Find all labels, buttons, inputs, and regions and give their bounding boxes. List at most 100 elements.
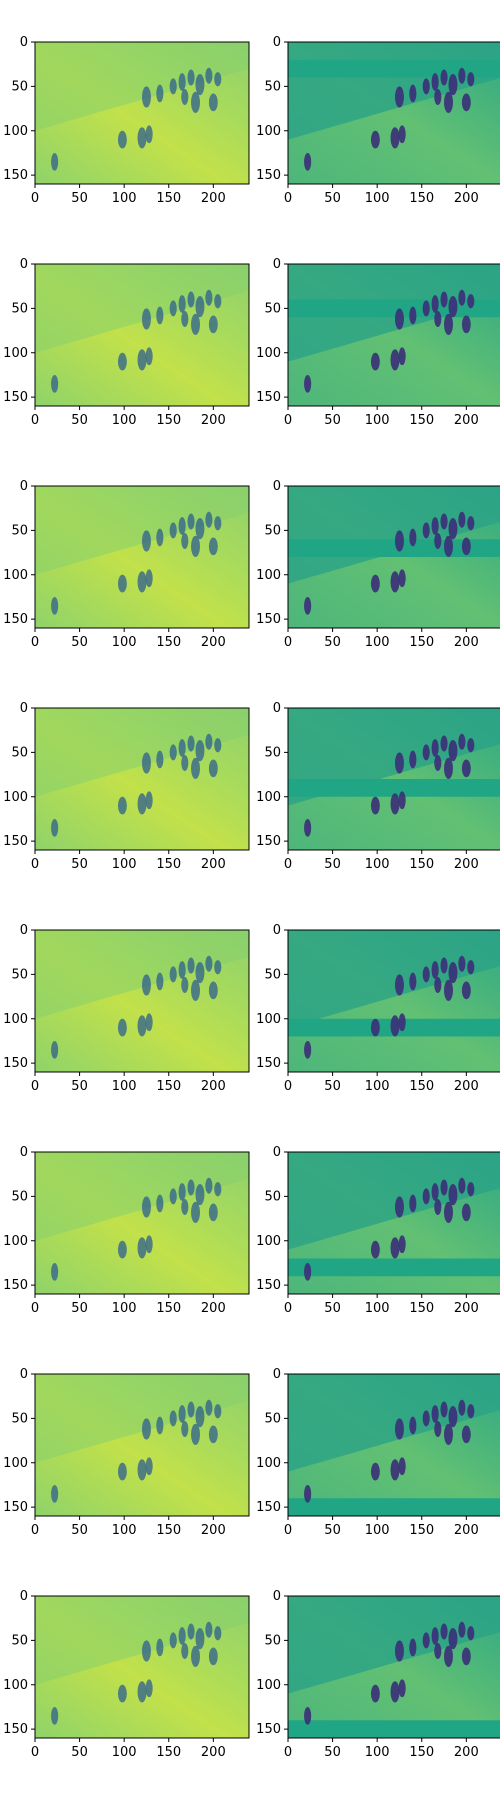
figure-blob bbox=[187, 957, 195, 974]
left-panel-image bbox=[35, 708, 249, 850]
x-tick-label: 0 bbox=[284, 1745, 292, 1760]
figure-blob bbox=[51, 374, 59, 393]
x-tick-label: 150 bbox=[156, 635, 181, 650]
figure-blob bbox=[398, 569, 406, 588]
figure-blob bbox=[395, 1196, 404, 1218]
flat-region bbox=[288, 1596, 500, 1694]
x-tick-label: 200 bbox=[454, 1745, 479, 1760]
figure-blob bbox=[467, 516, 475, 531]
figure-blob bbox=[208, 537, 218, 556]
sky-region bbox=[35, 42, 249, 131]
y-tick-label: 50 bbox=[264, 301, 281, 316]
figure-blob bbox=[205, 511, 213, 528]
figure-blob bbox=[169, 522, 177, 539]
figure-blob bbox=[461, 1203, 471, 1222]
figure-blob bbox=[142, 86, 151, 108]
y-tick-label: 0 bbox=[273, 479, 281, 494]
axes-frame bbox=[34, 263, 250, 407]
x-tick-label: 100 bbox=[365, 191, 390, 206]
figure-blob bbox=[214, 72, 222, 87]
y-tick-label: 0 bbox=[20, 701, 28, 716]
figure-blob bbox=[395, 530, 404, 552]
x-tick-label: 50 bbox=[71, 1079, 88, 1094]
flat-region bbox=[288, 1374, 500, 1472]
x-tick-label: 0 bbox=[31, 1523, 39, 1538]
figure-blob bbox=[191, 757, 200, 779]
x-tick-label: 150 bbox=[409, 857, 434, 872]
figure-blob bbox=[370, 1684, 380, 1703]
y-tick-label: 100 bbox=[3, 790, 28, 805]
figure-blob bbox=[448, 1183, 458, 1206]
figure-blob bbox=[390, 127, 400, 149]
figure-blob bbox=[398, 125, 406, 144]
figure-blob bbox=[440, 69, 448, 86]
x-tick-label: 200 bbox=[454, 1301, 479, 1316]
figure-blob bbox=[448, 295, 458, 318]
figure-blob bbox=[458, 511, 466, 528]
x-tick-label: 0 bbox=[31, 635, 39, 650]
x-tick-label: 0 bbox=[284, 1301, 292, 1316]
figure-blob bbox=[178, 961, 186, 979]
figure-blob bbox=[191, 313, 200, 335]
y-tick-label: 0 bbox=[273, 1367, 281, 1382]
figure-blob bbox=[195, 295, 205, 318]
y-tick-label: 100 bbox=[3, 568, 28, 583]
flat-region bbox=[288, 930, 500, 1028]
figure-blob bbox=[205, 733, 213, 750]
figure-blob bbox=[169, 78, 177, 95]
left-panel-image bbox=[35, 930, 249, 1072]
x-tick-label: 100 bbox=[112, 1745, 137, 1760]
figure-blob bbox=[431, 73, 439, 91]
figure-blob bbox=[137, 127, 147, 149]
figure-blob bbox=[448, 739, 458, 762]
figure-blob bbox=[370, 1018, 380, 1037]
y-tick-label: 150 bbox=[3, 1500, 28, 1515]
x-tick-label: 50 bbox=[71, 635, 88, 650]
x-tick-label: 100 bbox=[112, 635, 137, 650]
y-tick-label: 50 bbox=[264, 79, 281, 94]
figure-blob bbox=[137, 1459, 147, 1481]
left-panel-row-5: 0 50 100 150 200 0 50 100 150 bbox=[3, 923, 250, 1094]
y-tick-label: 50 bbox=[11, 745, 28, 760]
figure-blob bbox=[304, 374, 312, 393]
right-panel-image bbox=[288, 930, 500, 1072]
figure-blob bbox=[208, 1425, 218, 1444]
figure-blob bbox=[370, 1462, 380, 1481]
x-tick-label: 50 bbox=[71, 1523, 88, 1538]
sky-region bbox=[35, 1374, 249, 1463]
figure-blob bbox=[205, 1621, 213, 1638]
y-tick-label: 150 bbox=[256, 612, 281, 627]
x-tick-label: 200 bbox=[201, 635, 226, 650]
x-tick-label: 0 bbox=[284, 1523, 292, 1538]
figure-blob bbox=[214, 1404, 222, 1419]
figure-blob bbox=[181, 311, 189, 328]
figure-blob bbox=[422, 78, 430, 95]
figure-blob bbox=[178, 1183, 186, 1201]
figure-blob bbox=[467, 294, 475, 309]
figure-blob bbox=[195, 1627, 205, 1650]
x-tick-label: 50 bbox=[324, 1523, 341, 1538]
x-tick-label: 100 bbox=[365, 1079, 390, 1094]
figure-blob bbox=[440, 513, 448, 530]
right-panel-image bbox=[288, 42, 500, 184]
figure-blob bbox=[181, 1421, 189, 1438]
x-tick-label: 150 bbox=[409, 1523, 434, 1538]
figure-blob bbox=[398, 1457, 406, 1476]
x-tick-label: 200 bbox=[201, 191, 226, 206]
uniform-band bbox=[288, 779, 500, 797]
figure-blob bbox=[181, 977, 189, 994]
figure-blob bbox=[51, 1484, 59, 1503]
figure-blob bbox=[191, 1645, 200, 1667]
y-tick-label: 150 bbox=[3, 1056, 28, 1071]
figure-blob bbox=[390, 1681, 400, 1703]
x-tick-label: 50 bbox=[324, 413, 341, 428]
y-tick-label: 50 bbox=[11, 79, 28, 94]
figure-blob bbox=[195, 961, 205, 984]
right-panel-row-3: 0 50 100 150 200 0 50 100 150 bbox=[256, 479, 500, 650]
figure-blob bbox=[51, 1706, 59, 1725]
figure-blob bbox=[409, 750, 417, 769]
figure-blob bbox=[178, 1405, 186, 1423]
figure-blob bbox=[461, 981, 471, 1000]
figure-blob bbox=[448, 961, 458, 984]
figure-blob bbox=[390, 1015, 400, 1037]
